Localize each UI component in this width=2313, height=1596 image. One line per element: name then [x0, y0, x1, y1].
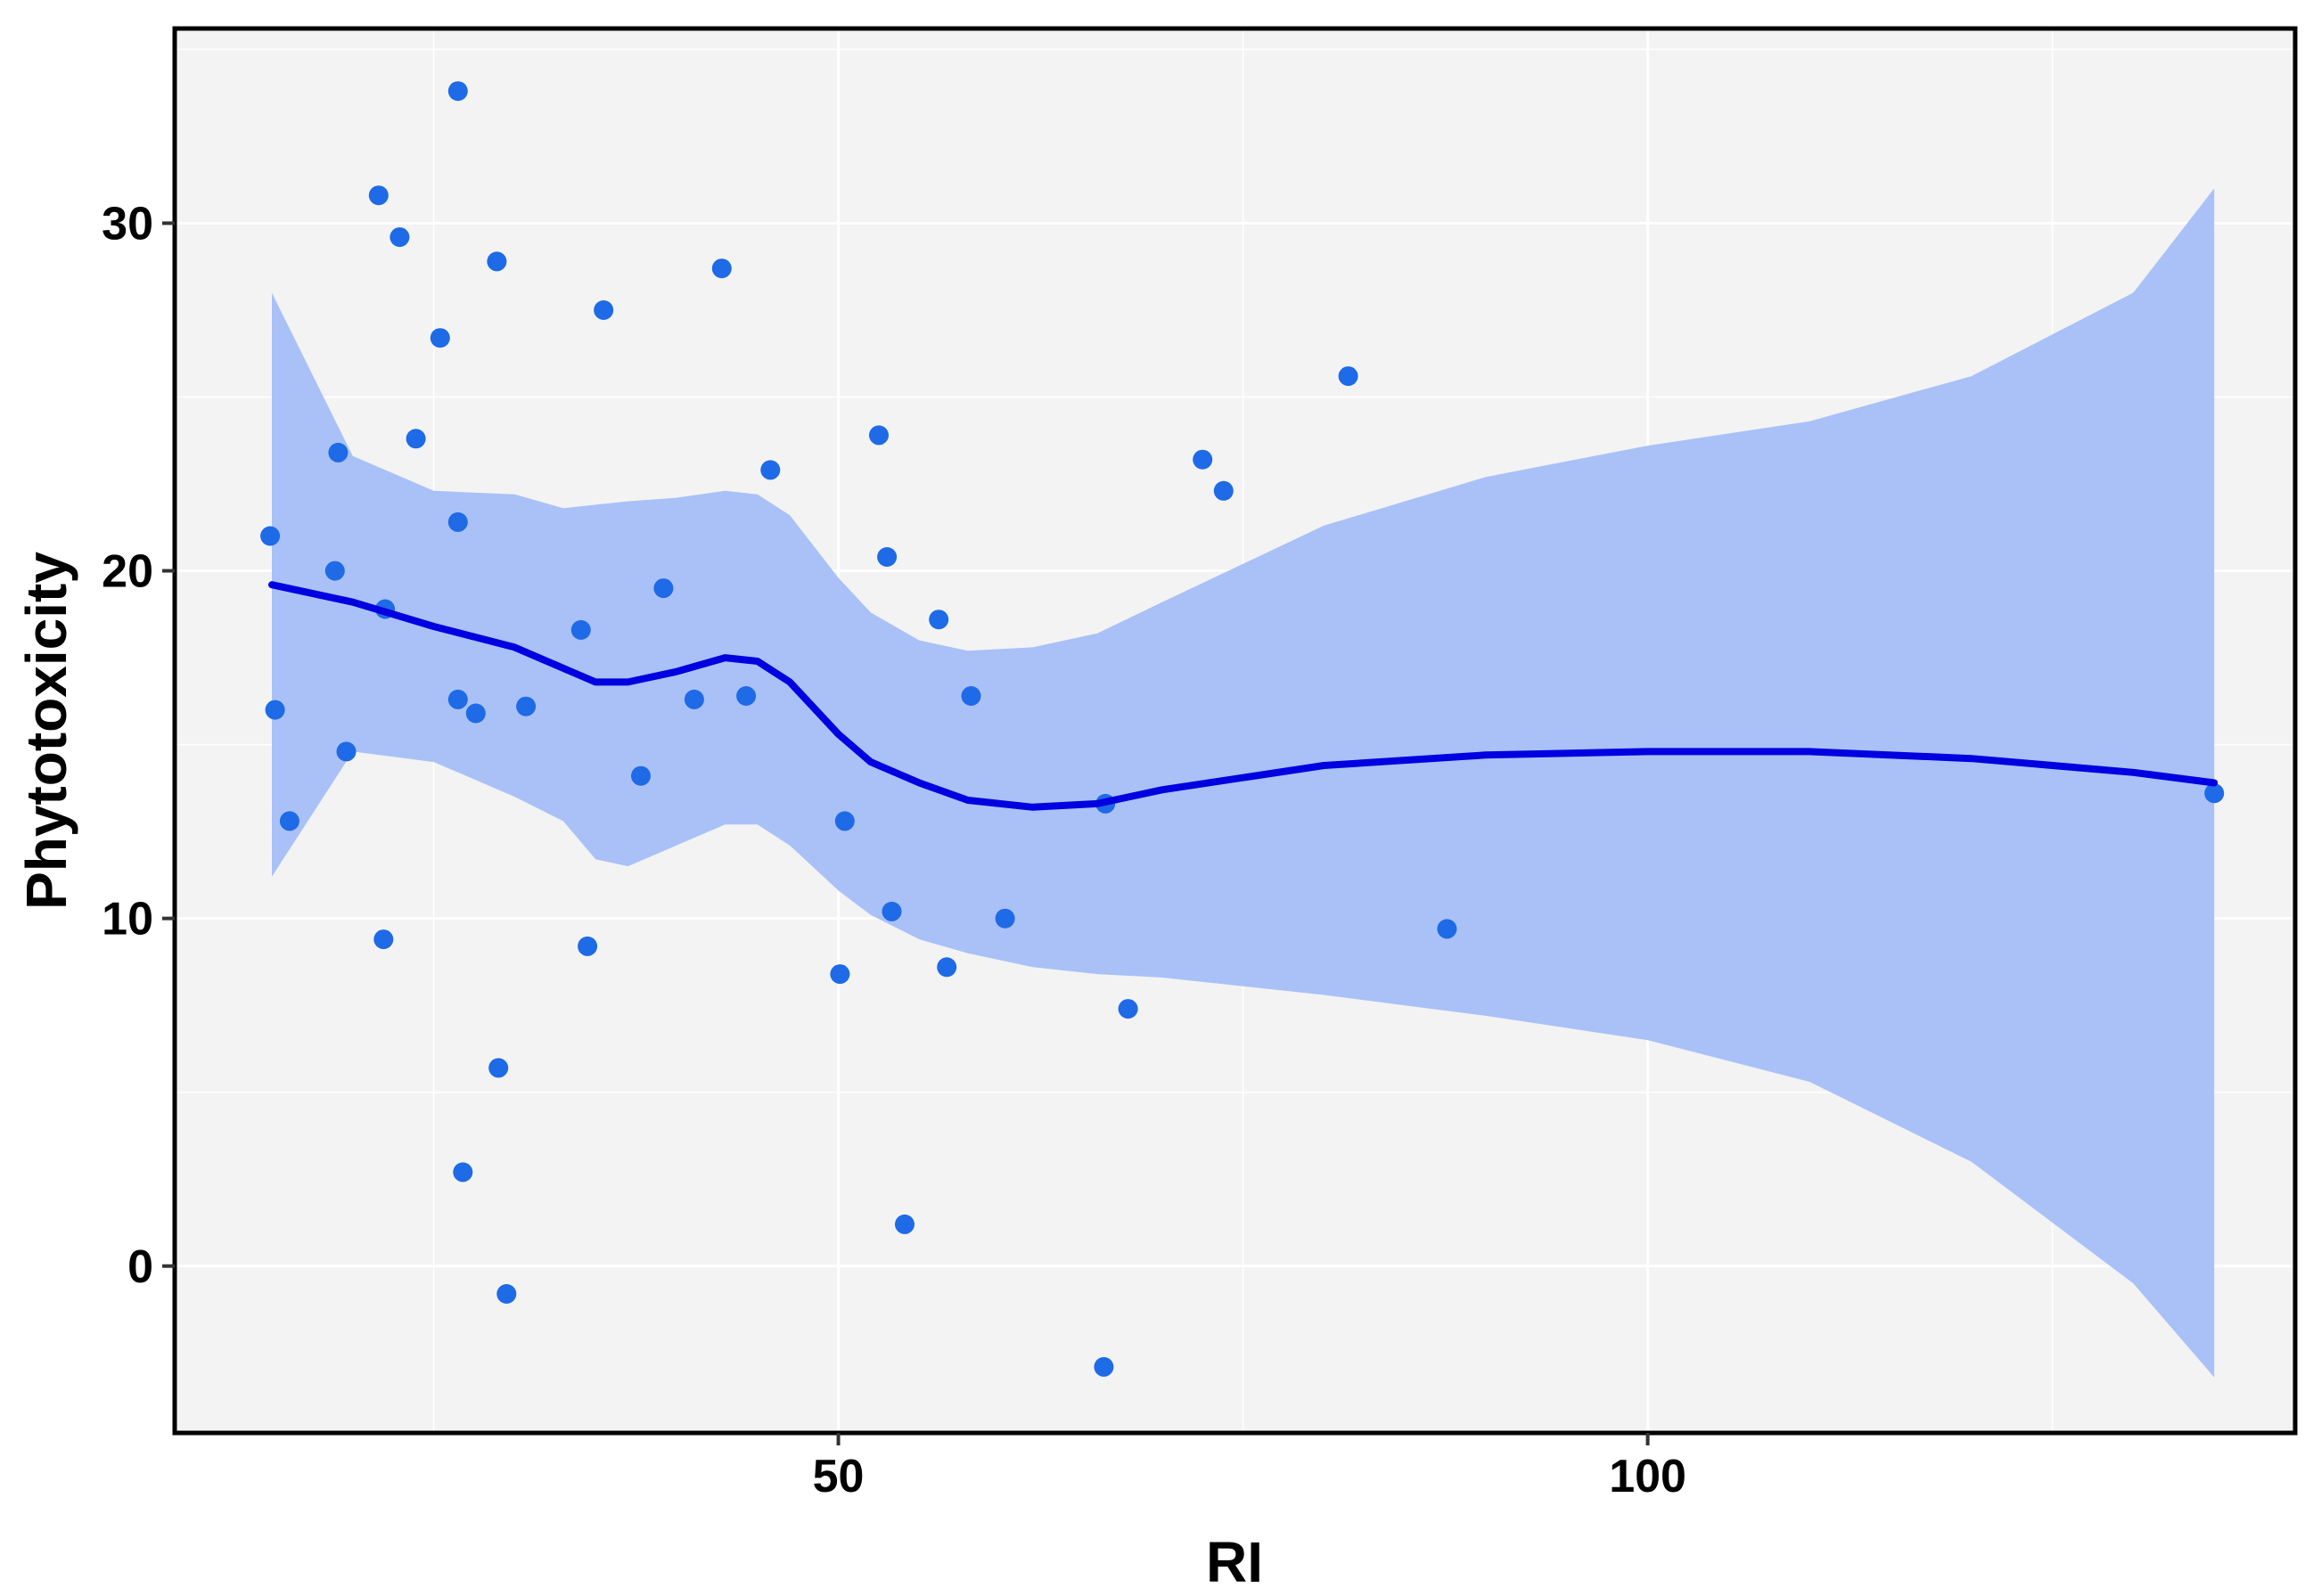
smooth-line — [268, 581, 2219, 811]
data-point-26 — [684, 689, 704, 709]
data-point-27 — [711, 258, 732, 279]
y-tick-label: 30 — [102, 198, 153, 250]
y-tick-label: 10 — [102, 894, 153, 945]
data-point-11 — [430, 328, 450, 348]
data-point-36 — [929, 610, 949, 630]
data-point-1 — [265, 700, 285, 720]
data-point-44 — [1213, 480, 1234, 501]
y-tick-label: 0 — [127, 1241, 153, 1293]
data-point-46 — [1437, 919, 1457, 939]
data-point-3 — [324, 561, 345, 581]
data-point-33 — [877, 547, 898, 567]
x-axis: 50 100 — [813, 1433, 1686, 1502]
data-point-5 — [336, 741, 357, 762]
data-point-22 — [578, 936, 598, 956]
data-point-39 — [995, 908, 1015, 929]
data-point-17 — [487, 251, 507, 272]
data-point-35 — [895, 1214, 915, 1234]
y-axis-title: Phytotoxicity — [14, 552, 78, 910]
data-point-31 — [834, 811, 855, 831]
data-point-21 — [570, 619, 591, 640]
data-point-15 — [453, 1162, 473, 1183]
data-point-12 — [447, 81, 468, 102]
data-point-2 — [279, 811, 299, 831]
data-point-16 — [465, 703, 486, 724]
data-point-42 — [1118, 999, 1138, 1019]
data-point-29 — [760, 460, 781, 480]
data-point-4 — [328, 442, 349, 462]
data-point-23 — [594, 300, 614, 320]
data-point-9 — [390, 227, 410, 248]
data-point-34 — [882, 901, 902, 921]
y-tick-label: 20 — [102, 546, 153, 598]
data-point-37 — [937, 957, 957, 978]
data-point-45 — [1338, 366, 1358, 387]
data-point-41 — [1094, 1356, 1114, 1377]
data-point-47 — [2204, 783, 2225, 804]
x-tick-label: 100 — [1609, 1451, 1686, 1502]
x-tick-label: 50 — [813, 1451, 865, 1502]
data-point-24 — [631, 765, 651, 786]
data-point-6 — [368, 185, 389, 206]
data-point-8 — [373, 929, 394, 950]
data-point-20 — [516, 696, 537, 716]
data-point-14 — [447, 689, 468, 709]
data-point-38 — [961, 686, 981, 706]
data-point-25 — [653, 578, 674, 599]
data-point-0 — [260, 526, 281, 546]
data-point-30 — [830, 964, 850, 985]
plot-border — [172, 26, 2298, 1436]
data-point-32 — [869, 425, 889, 446]
data-point-19 — [496, 1284, 517, 1304]
data-point-43 — [1193, 449, 1213, 470]
y-axis: 0 10 20 30 — [102, 198, 175, 1293]
data-point-18 — [488, 1058, 509, 1078]
data-point-13 — [447, 512, 468, 532]
data-point-28 — [736, 686, 757, 706]
confidence-band — [272, 188, 2215, 1378]
data-point-10 — [406, 429, 426, 449]
x-axis-title: RI — [1206, 1530, 1263, 1594]
